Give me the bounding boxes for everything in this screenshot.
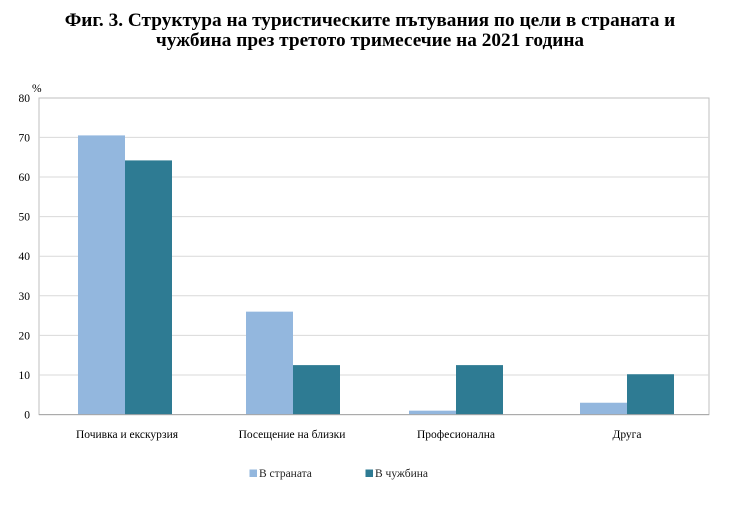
svg-text:30: 30: [19, 291, 31, 303]
svg-text:50: 50: [19, 212, 31, 224]
svg-text:10: 10: [19, 370, 31, 382]
svg-text:70: 70: [19, 132, 31, 144]
svg-text:Друга: Друга: [612, 429, 641, 441]
svg-text:%: %: [32, 83, 42, 95]
svg-text:Посещение на близки: Посещение на близки: [239, 429, 346, 441]
svg-text:Професионална: Професионална: [417, 429, 495, 441]
svg-text:В чужбина: В чужбина: [375, 468, 428, 480]
svg-text:60: 60: [19, 172, 31, 184]
svg-text:В страната: В страната: [259, 468, 312, 480]
svg-text:20: 20: [19, 330, 31, 342]
svg-text:80: 80: [19, 93, 31, 105]
svg-text:40: 40: [19, 251, 31, 263]
svg-text:Почивка и екскурзия: Почивка и екскурзия: [76, 429, 179, 441]
svg-text:0: 0: [24, 410, 30, 422]
